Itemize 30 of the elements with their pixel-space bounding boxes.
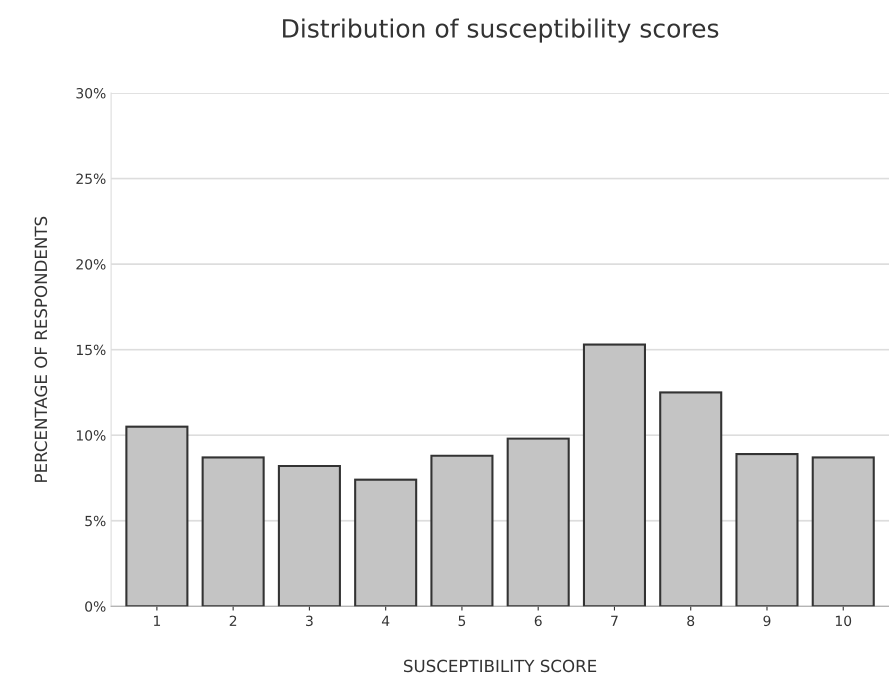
x-tick-label: 1 [154,616,160,626]
x-tick-label: 6 [534,616,542,626]
x-tick-label: 5 [458,616,466,626]
bar [125,426,188,606]
bar [659,391,722,606]
x-axis-title: SUSCEPTIBILITY SCORE [404,660,596,672]
x-tick-label: 3 [306,616,313,626]
x-tick-label: 9 [763,616,770,626]
y-tick-label: 30% [76,88,106,98]
x-tick-label: 8 [687,616,694,626]
x-tick-label: 7 [611,616,618,626]
bar [735,452,799,606]
bar [506,438,570,606]
bar [354,478,418,606]
y-tick-label: 15% [76,344,106,356]
bar [430,454,494,606]
bar [582,343,646,606]
y-tick-label: 0% [85,601,106,612]
chart-title: Distribution of susceptibility scores [283,18,718,43]
y-tick-label: 10% [76,430,106,441]
x-tick-label: 2 [230,616,236,626]
y-tick-label: 5% [85,516,106,526]
y-tick-label: 20% [76,259,106,270]
y-tick-label: 25% [76,174,106,184]
x-tick-label: 10 [836,616,852,626]
x-tick-label: 4 [382,616,390,626]
bar [812,456,875,606]
bar [202,456,265,606]
y-axis-title: PERCENTAGE OF RESPONDENTS [34,216,48,482]
bar [278,464,341,606]
